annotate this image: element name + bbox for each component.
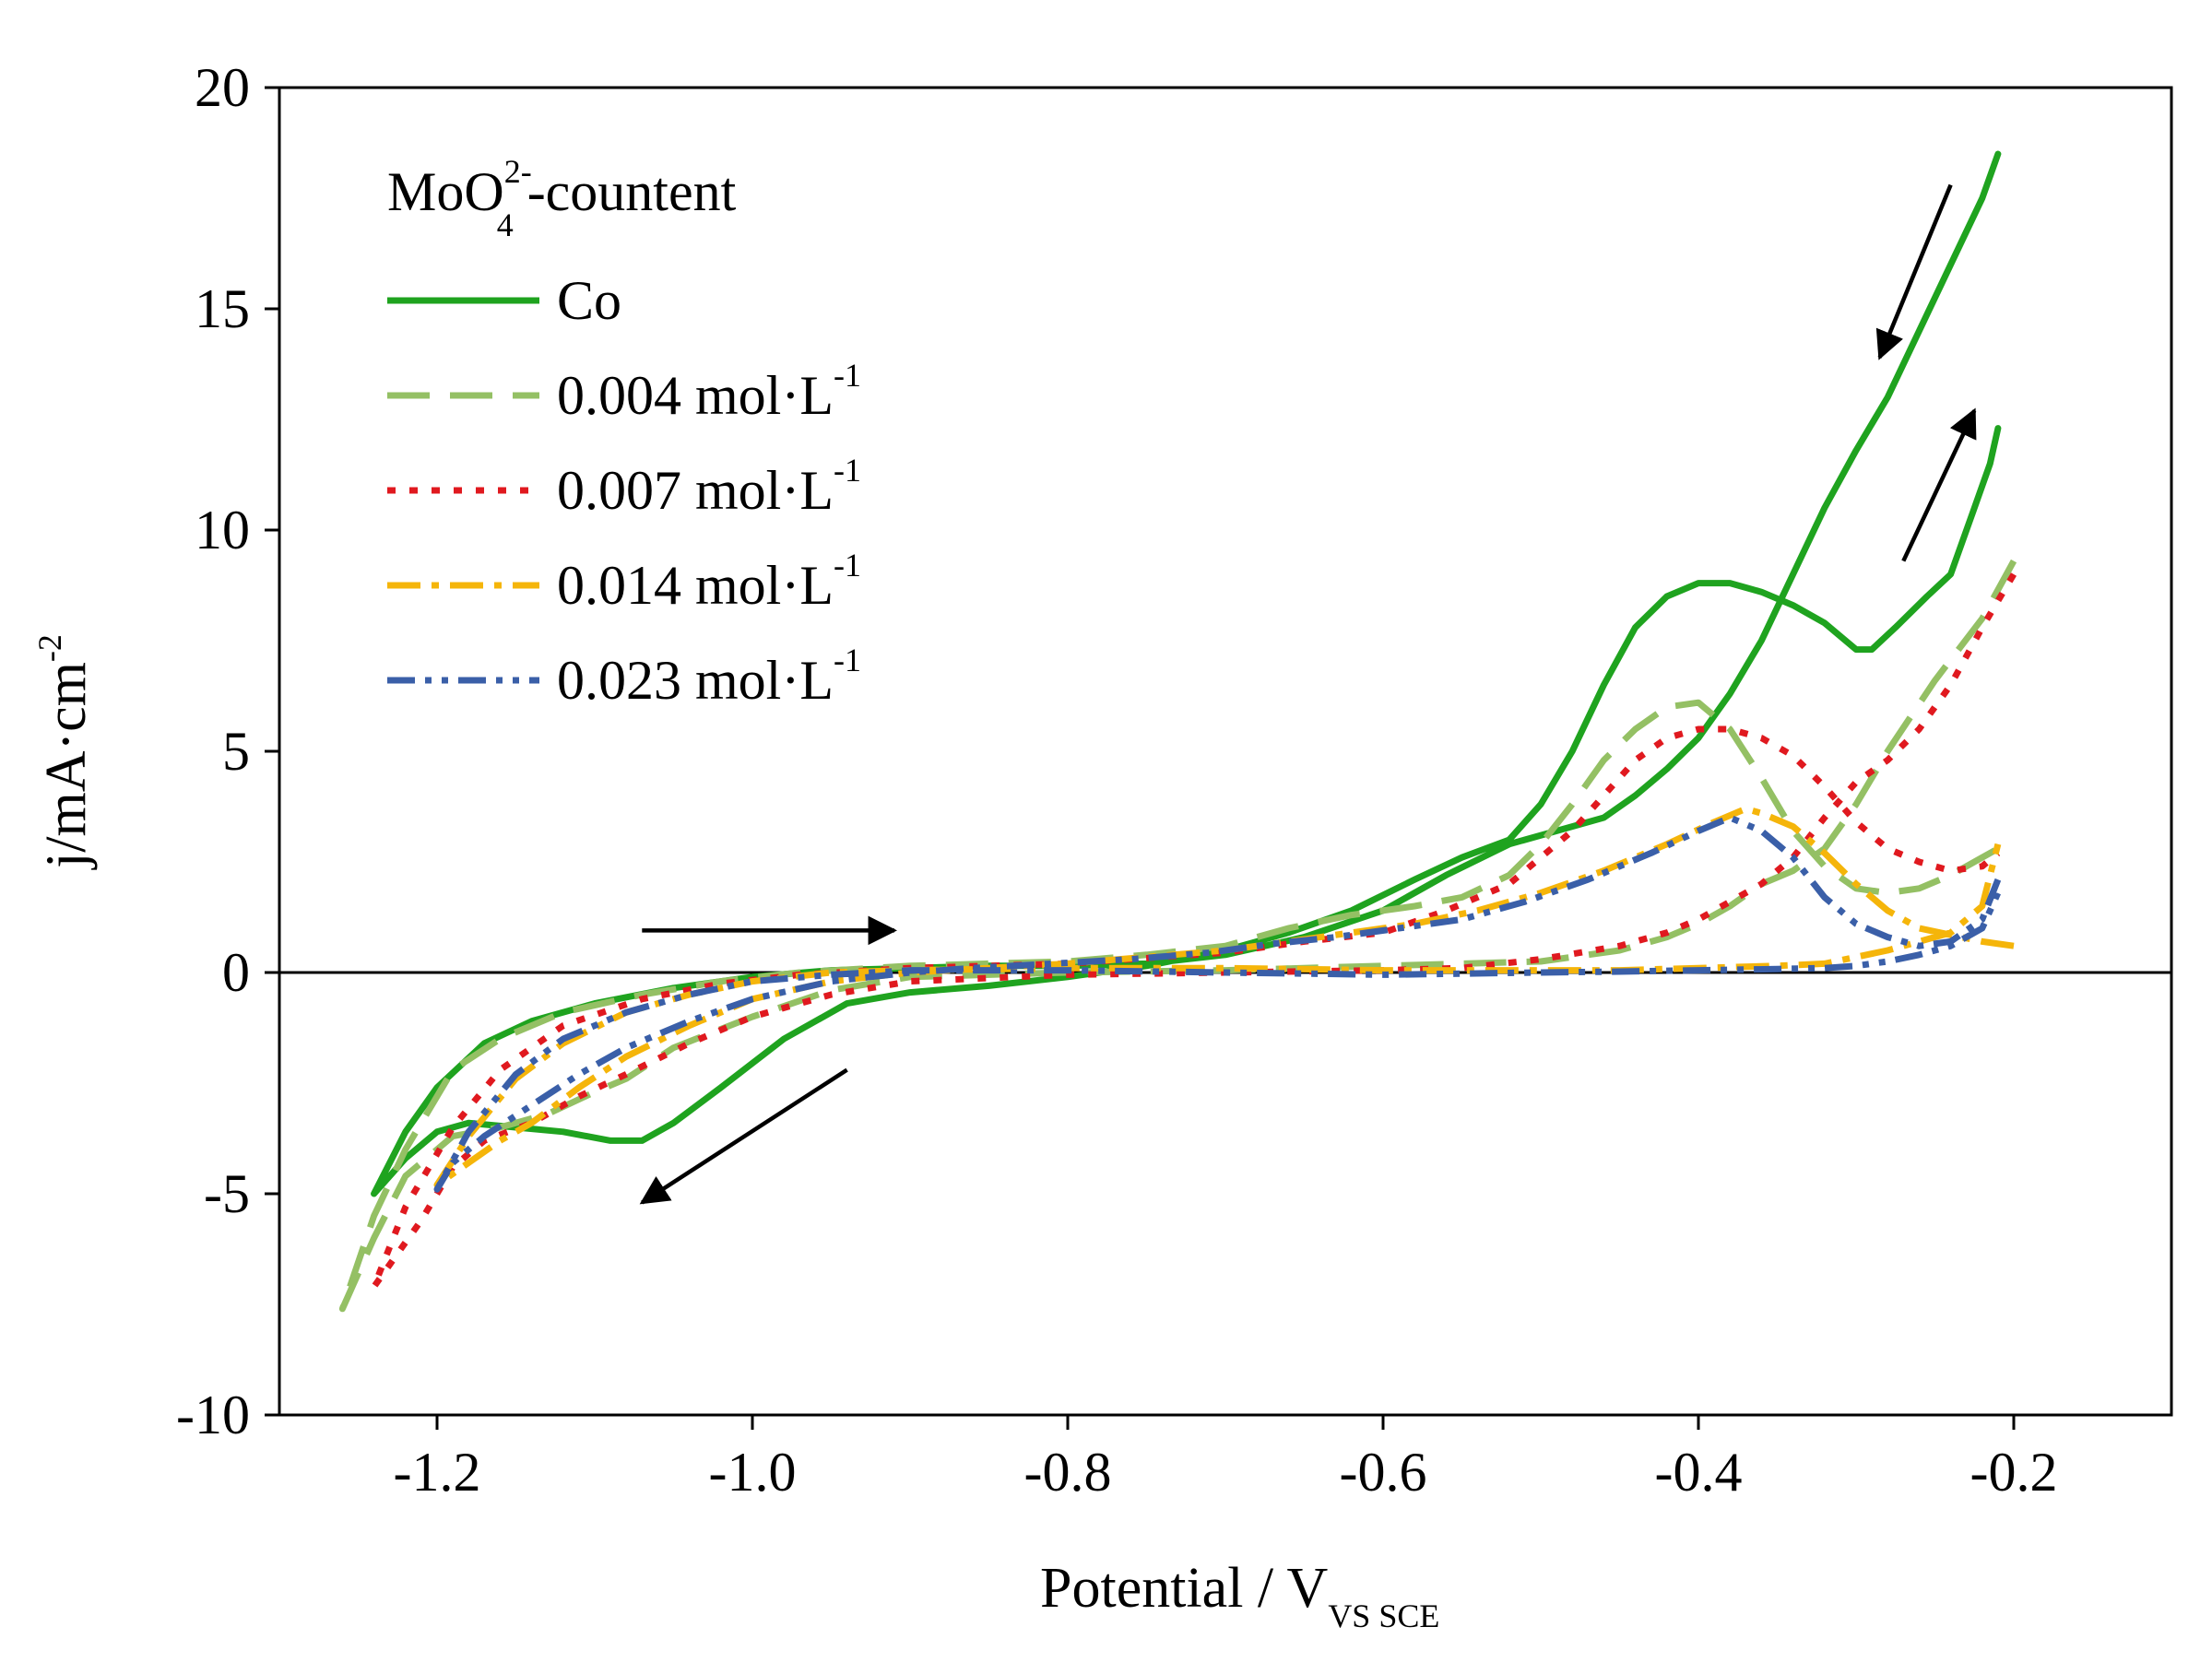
legend-label-1: 0.004 mol·L-1 [557, 357, 861, 426]
series-line-0 [371, 150, 2002, 1197]
y-tick-label: -10 [176, 1385, 250, 1445]
legend-label-sup: -1 [834, 452, 861, 489]
x-axis-title-sub: VS SCE [1328, 1597, 1439, 1634]
legend-label-3: 0.014 mol·L-1 [557, 547, 861, 616]
x-axis-title: Potential / VVS SCE [1040, 1557, 1439, 1634]
legend-items: Co0.004 mol·L-10.007 mol·L-10.014 mol·L-… [387, 270, 861, 711]
legend-label-4: 0.023 mol·L-1 [557, 642, 861, 711]
y-axis-title-sup: -2 [31, 634, 68, 662]
series-line-1 [338, 559, 2017, 1313]
x-tick-label: -0.6 [1340, 1442, 1427, 1503]
legend-label-sup: -1 [834, 357, 861, 394]
y-tick-label: -5 [204, 1163, 250, 1224]
direction-arrows [639, 183, 1977, 1205]
arrow-reverse-low [639, 1067, 848, 1205]
arrow-reverse-high [1875, 183, 1953, 360]
x-tick-label: -0.2 [1970, 1442, 2058, 1503]
legend-label-text: 0.023 mol·L [557, 650, 834, 711]
y-tick-label: 10 [195, 500, 250, 560]
y-tick-label: 15 [195, 278, 250, 339]
legend-label-0: Co [557, 270, 621, 331]
axis-ticks: -1.2 -1.0 -0.8 -0.6 -0.4 -0.2 -10 -5 0 5 10 15 20 [176, 57, 2057, 1503]
series-line-4 [433, 814, 2002, 1193]
y-axis-title: j/mA·cm-2 [31, 634, 98, 870]
x-tick-label: -1.0 [709, 1442, 797, 1503]
legend-title-sup: 2- [504, 153, 532, 190]
legend-title: MoO2- 4 -countent [387, 153, 737, 243]
y-tick-label: 20 [195, 57, 250, 118]
arrow-forward-high [1901, 407, 1977, 562]
x-tick-label: -1.2 [394, 1442, 481, 1503]
legend-label-text: Co [557, 270, 621, 331]
legend-label-sup: -1 [834, 547, 861, 584]
legend-label-text: 0.004 mol·L [557, 365, 834, 426]
legend-label-text: 0.014 mol·L [557, 555, 834, 616]
y-axis-title-text: j/mA·cm [35, 662, 98, 870]
legend-title-sub: 4 [497, 206, 514, 243]
y-tick-label: 5 [222, 721, 250, 782]
legend: MoO2-4 -countent Co0.004 mol·L-10.007 mo… [387, 153, 861, 711]
series-layer [338, 150, 2017, 1313]
plot-frame [278, 86, 2173, 1417]
y-tick-label: 0 [222, 942, 250, 1003]
x-tick-label: -0.4 [1655, 1442, 1743, 1503]
x-tick-label: -0.8 [1024, 1442, 1112, 1503]
legend-label-sup: -1 [834, 642, 861, 678]
x-axis-title-text: Potential / V [1040, 1557, 1329, 1620]
legend-label-2: 0.007 mol·L-1 [557, 452, 861, 521]
legend-title-main: MoO [387, 161, 504, 222]
legend-label-text: 0.007 mol·L [557, 460, 834, 521]
legend-title-suffix: -countent [514, 161, 737, 222]
